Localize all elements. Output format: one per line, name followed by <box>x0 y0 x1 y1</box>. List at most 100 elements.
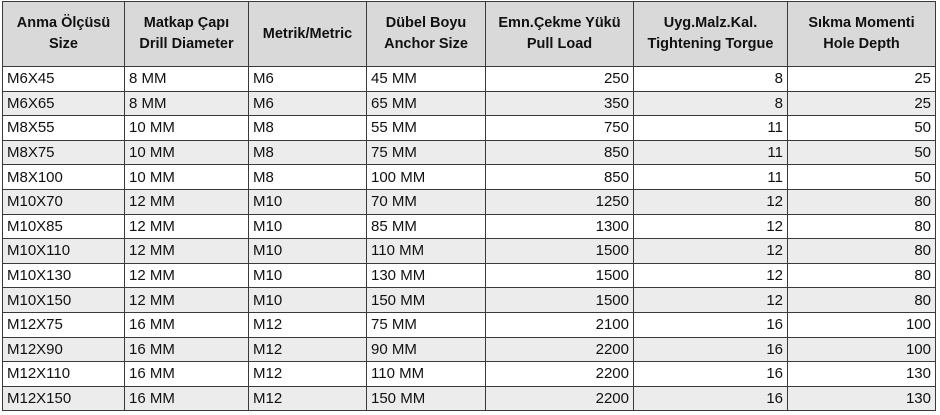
header-label: Anma Ölçüsü <box>16 15 111 31</box>
table-cell: 50 <box>787 164 936 190</box>
header-label: Anchor Size <box>384 36 468 52</box>
table-cell: 10 MM <box>124 115 249 141</box>
table-cell: 130 MM <box>366 262 486 289</box>
table-cell: M12X75 <box>2 311 125 338</box>
table-cell: 12 <box>633 262 788 289</box>
table-cell: M12 <box>248 385 367 412</box>
table-cell: 75 MM <box>366 311 486 338</box>
table-cell: 12 MM <box>124 238 249 264</box>
table-cell: 16 MM <box>124 385 249 412</box>
header-label: Dübel Boyu <box>385 15 467 31</box>
table-cell: 1250 <box>485 188 634 215</box>
table-cell: M10 <box>248 188 367 215</box>
table-cell: 100 <box>787 311 936 338</box>
header-label: Matkap Çapı <box>143 15 230 31</box>
table-cell: 16 <box>633 311 788 338</box>
table-cell: 16 MM <box>124 361 249 387</box>
table-cell: 25 <box>787 66 936 92</box>
table-cell: 11 <box>633 139 788 166</box>
table-cell: 16 MM <box>124 336 249 363</box>
table-cell: M12 <box>248 311 367 338</box>
table-cell: M6X45 <box>2 66 125 92</box>
table-row: M8X75 10 MM M8 75 MM 850 11 50 <box>2 139 936 166</box>
column-header: Dübel Boyu Anchor Size <box>366 1 486 67</box>
table-cell: 75 MM <box>366 139 486 166</box>
header-label: Pull Load <box>526 36 593 52</box>
table-cell: 11 <box>633 164 788 190</box>
table-cell: 25 <box>787 90 936 117</box>
table-cell: 1500 <box>485 262 634 289</box>
table-cell: 110 MM <box>366 238 486 264</box>
table-row: M12X110 16 MM M12 110 MM 2200 16 130 <box>2 361 936 387</box>
table-cell: 80 <box>787 188 936 215</box>
table-row: M10X85 12 MM M10 85 MM 1300 12 80 <box>2 213 936 240</box>
table-cell: 110 MM <box>366 361 486 387</box>
table-cell: 12 MM <box>124 213 249 240</box>
table-cell: 45 MM <box>366 66 486 92</box>
table-cell: 12 <box>633 238 788 264</box>
header-label: Metrik/Metric <box>262 25 353 42</box>
table-cell: 2200 <box>485 385 634 412</box>
table-cell: 16 <box>633 361 788 387</box>
table-cell: 10 MM <box>124 164 249 190</box>
table-cell: 80 <box>787 213 936 240</box>
header-row: Anma Ölçüsü Size Matkap Çapı Drill Diameter… <box>2 1 936 67</box>
table-row: M10X130 12 MM M10 130 MM 1500 12 80 <box>2 262 936 289</box>
table-cell: M8 <box>248 164 367 190</box>
table-cell: 2200 <box>485 336 634 363</box>
table-cell: 16 <box>633 336 788 363</box>
table-cell: 85 MM <box>366 213 486 240</box>
column-header: Sıkma Momenti Hole Depth <box>787 1 936 67</box>
header-label: Sıkma Momenti <box>808 15 915 31</box>
header-label: Tightening Torgue <box>647 36 774 52</box>
table-cell: 130 <box>787 361 936 387</box>
table-cell: M10 <box>248 262 367 289</box>
table-cell: 100 MM <box>366 164 486 190</box>
column-header: Matkap Çapı Drill Diameter <box>124 1 249 67</box>
table-cell: M6 <box>248 90 367 117</box>
table-cell: 16 <box>633 385 788 412</box>
table-row: M10X150 12 MM M10 150 MM 1500 12 80 <box>2 287 936 313</box>
table-cell: M10X110 <box>2 238 125 264</box>
table-row: M10X70 12 MM M10 70 MM 1250 12 80 <box>2 188 936 215</box>
table-cell: 50 <box>787 115 936 141</box>
table-cell: 65 MM <box>366 90 486 117</box>
header-label: Uyg.Malz.Kal. <box>663 15 758 31</box>
table-cell: 150 MM <box>366 385 486 412</box>
table-cell: 8 <box>633 66 788 92</box>
table-cell: 80 <box>787 287 936 313</box>
table-cell: 12 <box>633 188 788 215</box>
table-cell: M10X130 <box>2 262 125 289</box>
table-cell: 350 <box>485 90 634 117</box>
table-cell: M10 <box>248 287 367 313</box>
column-header: Emn.Çekme Yükü Pull Load <box>485 1 634 67</box>
column-header: Uyg.Malz.Kal. Tightening Torgue <box>633 1 788 67</box>
table-cell: M12X150 <box>2 385 125 412</box>
table-cell: M8X100 <box>2 164 125 190</box>
table-row: M12X90 16 MM M12 90 MM 2200 16 100 <box>2 336 936 363</box>
table-cell: 1500 <box>485 287 634 313</box>
table-cell: 2100 <box>485 311 634 338</box>
header-label: Hole Depth <box>823 36 900 52</box>
table-cell: 10 MM <box>124 139 249 166</box>
table-row: M12X75 16 MM M12 75 MM 2100 16 100 <box>2 311 936 338</box>
table-cell: 1500 <box>485 238 634 264</box>
table-cell: 90 MM <box>366 336 486 363</box>
table-cell: M8 <box>248 139 367 166</box>
table-cell: M8X75 <box>2 139 125 166</box>
table-cell: 8 MM <box>124 66 249 92</box>
table-cell: M10 <box>248 213 367 240</box>
table-cell: 11 <box>633 115 788 141</box>
header-label: Size <box>48 36 78 52</box>
header-label: Drill Diameter <box>139 36 234 52</box>
table-row: M10X110 12 MM M10 110 MM 1500 12 80 <box>2 238 936 264</box>
table-cell: 150 MM <box>366 287 486 313</box>
table-cell: M10X70 <box>2 188 125 215</box>
table-cell: M8X55 <box>2 115 125 141</box>
header-label: Emn.Çekme Yükü <box>498 15 621 31</box>
table-cell: 70 MM <box>366 188 486 215</box>
table-row: M8X55 10 MM M8 55 MM 750 11 50 <box>2 115 936 141</box>
table-cell: 850 <box>485 164 634 190</box>
table-cell: 250 <box>485 66 634 92</box>
